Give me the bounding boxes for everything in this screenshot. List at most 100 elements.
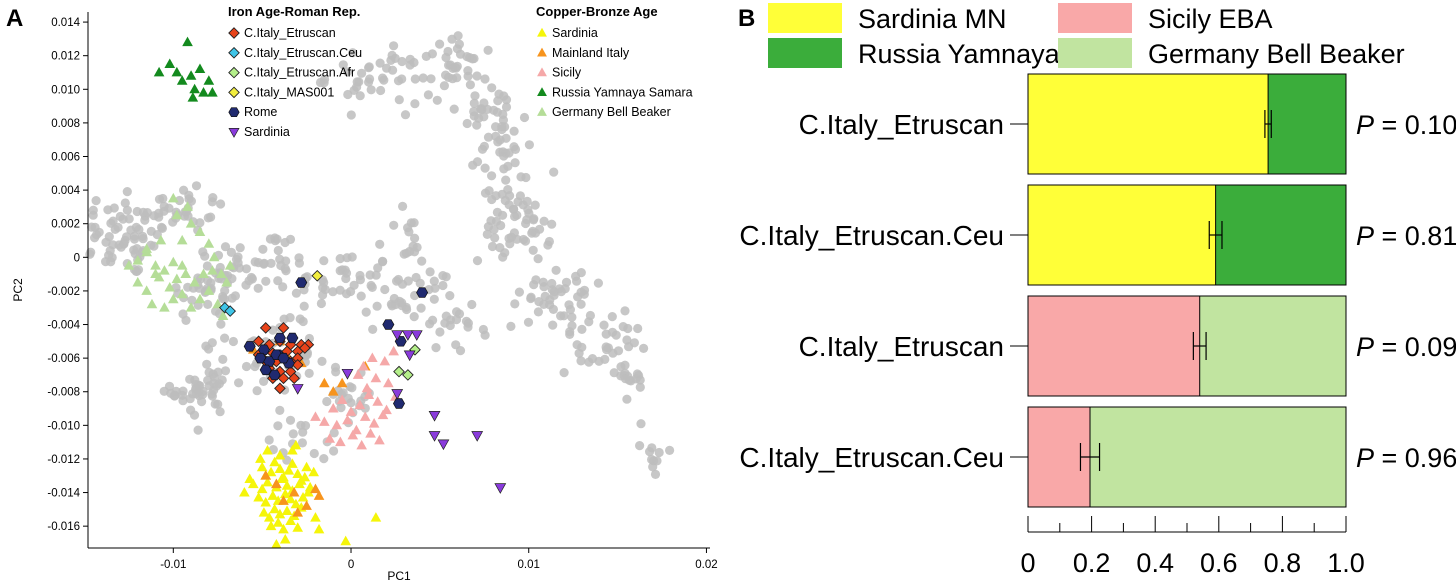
background-point bbox=[544, 236, 555, 247]
background-point bbox=[607, 312, 617, 322]
background-point bbox=[547, 219, 557, 229]
point-rome bbox=[277, 352, 290, 364]
background-point bbox=[329, 428, 339, 438]
background-point bbox=[616, 371, 626, 381]
background-point bbox=[372, 301, 382, 311]
y-axis-title: PC2 bbox=[11, 278, 25, 302]
background-point bbox=[124, 214, 134, 224]
background-point bbox=[215, 407, 225, 417]
background-point bbox=[191, 181, 202, 191]
panel-b: B Sardinia MN Sicily EBA Russia Yamnaya Germ… bbox=[738, 3, 1456, 578]
background-point bbox=[503, 185, 513, 195]
background-point bbox=[447, 34, 457, 44]
p-value: = 0.09 bbox=[1374, 332, 1456, 362]
point-germany-bell-beaker bbox=[176, 260, 188, 270]
background-point bbox=[319, 256, 329, 266]
series-c-italy-etruscan-ceu bbox=[219, 301, 237, 317]
bar-segment-russia-yamnaya bbox=[1215, 185, 1346, 285]
series-russia-yamnaya-samara bbox=[153, 36, 218, 102]
background-point bbox=[654, 447, 664, 458]
point-germany-bell-beaker bbox=[207, 265, 218, 275]
point-c-italy-etruscan-afr bbox=[393, 365, 405, 378]
point-c-italy-etruscan bbox=[274, 382, 286, 395]
background-point bbox=[138, 234, 148, 244]
point-sardinia-copper-bronze-age bbox=[276, 473, 288, 484]
background-point bbox=[472, 71, 482, 81]
point-germany-bell-beaker bbox=[153, 271, 165, 282]
point-sardinia-copper-bronze-age bbox=[256, 461, 268, 472]
point-germany-bell-beaker bbox=[141, 285, 152, 295]
point-germany-bell-beaker bbox=[171, 209, 183, 220]
background-point bbox=[576, 287, 586, 297]
background-point bbox=[620, 306, 630, 316]
background-point bbox=[528, 226, 538, 236]
point-mainland-italy bbox=[319, 377, 330, 388]
point-sardinia-copper-bronze-age bbox=[271, 539, 282, 549]
y-tick-label: 0.012 bbox=[51, 51, 80, 63]
point-sardinia-copper-bronze-age bbox=[274, 508, 286, 519]
background-point bbox=[549, 287, 559, 297]
background-point bbox=[368, 324, 378, 334]
background-point bbox=[230, 291, 240, 301]
background-point bbox=[498, 210, 508, 220]
point-sicily bbox=[324, 433, 336, 443]
background-point bbox=[202, 359, 212, 369]
point-germany-bell-beaker bbox=[215, 268, 227, 279]
legend-marker-russia-yamnaya-samara bbox=[537, 87, 547, 97]
point-sardinia-copper-bronze-age bbox=[262, 444, 273, 455]
point-germany-bell-beaker bbox=[203, 285, 215, 295]
point-sicily bbox=[345, 406, 357, 416]
p-value: = 0.81 bbox=[1374, 221, 1456, 251]
background-point bbox=[264, 435, 274, 445]
background-point bbox=[410, 74, 420, 84]
background-point bbox=[463, 66, 473, 76]
background-point bbox=[318, 290, 328, 300]
background-point bbox=[576, 356, 586, 366]
p-symbol: P bbox=[1356, 332, 1374, 362]
background-point bbox=[101, 237, 111, 247]
background-point bbox=[169, 391, 179, 401]
panel-a: A 0.0140.0120.0100.0080.0060.0040.0020-0.… bbox=[6, 4, 718, 583]
background-point bbox=[103, 205, 113, 215]
background-point bbox=[94, 227, 104, 237]
background-point bbox=[428, 315, 438, 325]
background-point bbox=[509, 126, 519, 136]
background-point bbox=[441, 52, 451, 63]
point-sardinia-copper-bronze-age bbox=[287, 444, 298, 455]
background-point bbox=[220, 242, 231, 252]
p-value: = 0.10 bbox=[1374, 110, 1456, 140]
background-point bbox=[528, 245, 538, 255]
legend-label-russia-yamnaya: Russia Yamnaya bbox=[858, 39, 1061, 69]
background-point bbox=[409, 218, 419, 228]
background-point bbox=[472, 157, 483, 167]
background-point bbox=[567, 312, 577, 322]
background-point bbox=[608, 348, 618, 358]
background-point bbox=[122, 187, 132, 197]
legend-sources: Sardinia MN Sicily EBA Russia Yamnaya Germa… bbox=[768, 3, 1405, 69]
point-rome bbox=[273, 332, 286, 344]
series-c-italy-etruscan-afr bbox=[393, 343, 421, 381]
background-point bbox=[164, 203, 174, 213]
background-point bbox=[193, 380, 204, 390]
background-point bbox=[599, 320, 609, 330]
point-sardinia-copper-bronze-age bbox=[290, 498, 302, 509]
point-sardinia-copper-bronze-age bbox=[285, 493, 296, 504]
point-mainland-italy bbox=[271, 478, 282, 489]
point-sardinia-copper-bronze-age bbox=[272, 517, 284, 527]
point-sardinia-copper-bronze-age bbox=[256, 483, 268, 494]
background-point bbox=[299, 301, 309, 311]
background-point bbox=[259, 259, 269, 269]
background-point bbox=[551, 265, 561, 275]
background-point bbox=[576, 299, 586, 309]
background-point bbox=[482, 229, 492, 239]
background-point bbox=[548, 304, 559, 314]
background-point bbox=[352, 77, 362, 87]
point-sicily bbox=[331, 419, 343, 430]
background-point bbox=[480, 163, 490, 173]
point-mainland-italy bbox=[336, 377, 348, 388]
background-point bbox=[400, 110, 411, 120]
background-point bbox=[129, 245, 139, 255]
point-sardinia-iron-age-roman-rep bbox=[471, 431, 484, 442]
point-germany-bell-beaker bbox=[159, 302, 170, 312]
background-point bbox=[366, 85, 376, 95]
